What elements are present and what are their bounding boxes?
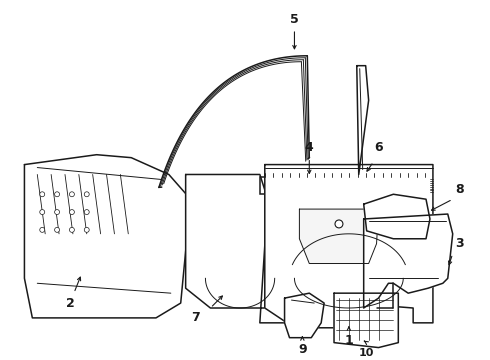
Circle shape	[54, 228, 60, 232]
Text: 10: 10	[359, 347, 374, 357]
Text: 8: 8	[455, 183, 464, 196]
Circle shape	[40, 210, 45, 215]
Circle shape	[54, 192, 60, 197]
Polygon shape	[24, 155, 191, 318]
Polygon shape	[299, 209, 379, 264]
Polygon shape	[285, 293, 324, 338]
Polygon shape	[265, 165, 433, 328]
Circle shape	[84, 192, 89, 197]
Text: 6: 6	[374, 141, 383, 154]
Circle shape	[54, 210, 60, 215]
Text: 4: 4	[305, 141, 314, 154]
Polygon shape	[364, 214, 453, 308]
Circle shape	[70, 228, 74, 232]
Circle shape	[335, 220, 343, 228]
Circle shape	[84, 210, 89, 215]
Text: 2: 2	[66, 297, 74, 310]
Circle shape	[70, 192, 74, 197]
Bar	[260, 177, 430, 194]
Polygon shape	[186, 175, 294, 323]
Circle shape	[40, 192, 45, 197]
Circle shape	[40, 228, 45, 232]
Text: 5: 5	[290, 13, 299, 26]
Text: 7: 7	[191, 311, 200, 324]
Text: 1: 1	[344, 334, 353, 347]
Text: 9: 9	[298, 343, 307, 356]
Circle shape	[70, 210, 74, 215]
Polygon shape	[357, 66, 368, 175]
Polygon shape	[364, 194, 430, 239]
Polygon shape	[334, 293, 398, 347]
Circle shape	[84, 228, 89, 232]
Text: 3: 3	[455, 237, 464, 250]
